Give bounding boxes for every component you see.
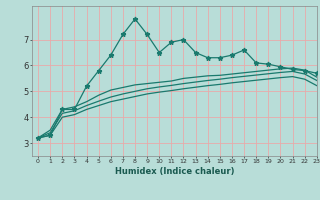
X-axis label: Humidex (Indice chaleur): Humidex (Indice chaleur) (115, 167, 234, 176)
